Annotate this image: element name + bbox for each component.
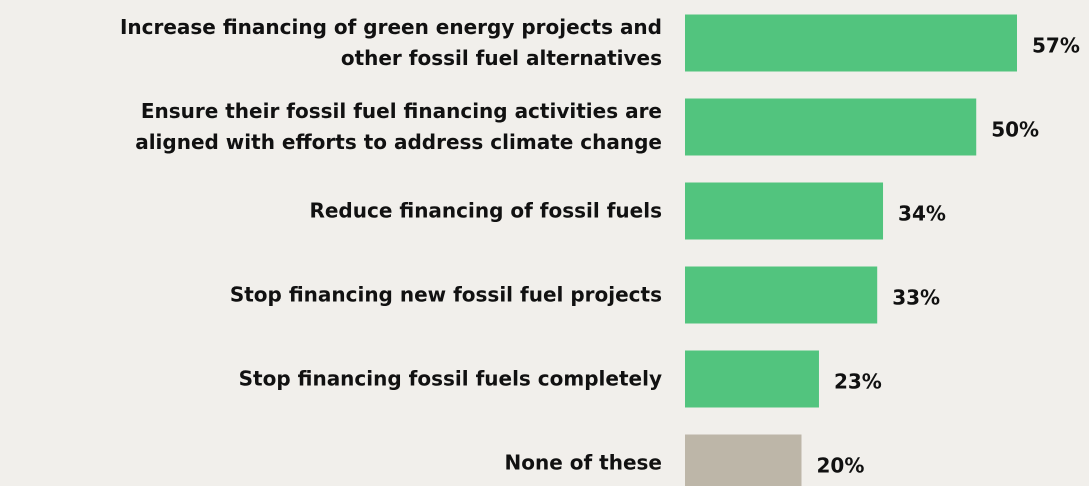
bar bbox=[685, 98, 977, 156]
category-label: Stop financing new fossil fuel projects bbox=[229, 282, 662, 307]
bar bbox=[685, 182, 884, 240]
value-label: 50% bbox=[991, 118, 1039, 142]
category-label: Ensure their fossil fuel financing activ… bbox=[135, 99, 662, 154]
category-label: Increase financing of green energy proje… bbox=[119, 15, 662, 70]
category-label: Stop financing fossil fuels completely bbox=[238, 366, 662, 391]
category-label: Reduce financing of fossil fuels bbox=[309, 198, 662, 223]
value-label: 23% bbox=[834, 370, 882, 394]
value-label: 34% bbox=[898, 202, 946, 226]
value-label: 20% bbox=[816, 454, 864, 478]
bar bbox=[685, 350, 819, 408]
bar bbox=[685, 434, 802, 486]
bar bbox=[685, 266, 878, 324]
value-label: 33% bbox=[892, 286, 940, 310]
category-label: None of these bbox=[504, 450, 662, 475]
value-label: 57% bbox=[1032, 34, 1080, 58]
bar bbox=[685, 14, 1017, 72]
